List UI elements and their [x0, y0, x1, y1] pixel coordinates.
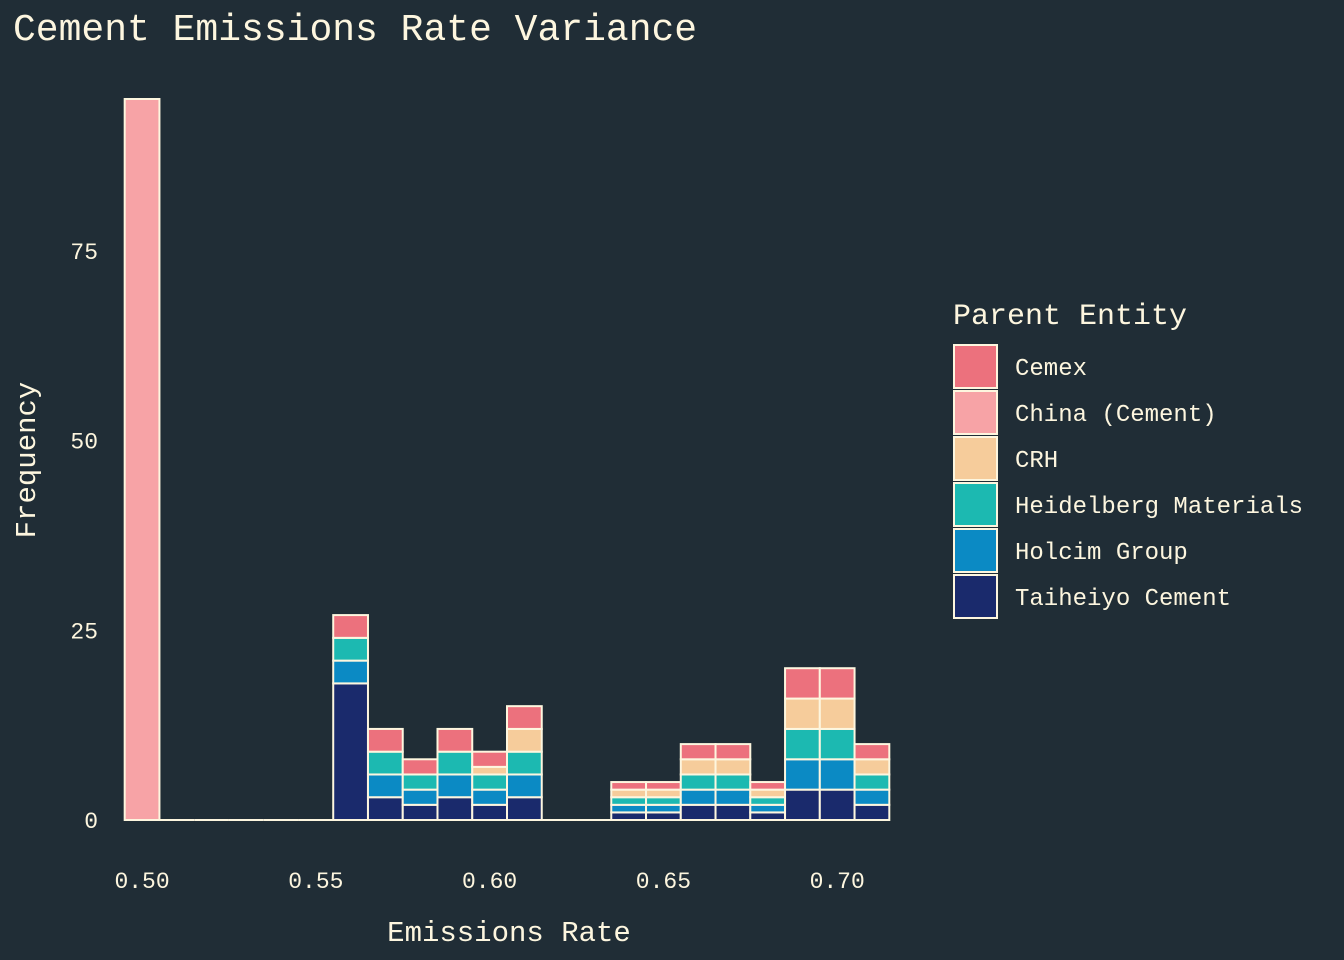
bar-segment-holcim-group [506, 773, 543, 799]
bar-segment-crh [506, 727, 543, 753]
bar-segment-heidelberg-materials [714, 773, 752, 791]
bar-segment-crh [853, 758, 891, 776]
bar-segment-crh [679, 758, 717, 776]
bar-segment-holcim-group [610, 803, 648, 814]
bar-segment-taiheiyo-cement [471, 803, 508, 821]
bar-segment-china-cement [123, 98, 161, 821]
bar-segment-taiheiyo-cement [332, 682, 369, 821]
y-axis-title: Frequency [11, 382, 44, 539]
legend-label-cemex: Cemex [1015, 356, 1087, 383]
bar-segment-taiheiyo-cement [749, 811, 787, 821]
bar-segment-crh [645, 788, 682, 799]
bar-segment-cemex [853, 743, 891, 761]
legend-label-holcim-group: Holcim Group [1015, 540, 1188, 567]
bar-segment-cemex [506, 705, 543, 730]
bar-segment-cemex [332, 614, 369, 639]
bar-segment-taiheiyo-cement [436, 796, 474, 821]
bar-segment-cemex [818, 667, 856, 700]
bar-segment-taiheiyo-cement [784, 788, 821, 821]
bar-segment-heidelberg-materials [645, 796, 682, 806]
x-tick-label: 0.65 [636, 869, 691, 895]
bar-segment-heidelberg-materials [749, 796, 787, 806]
y-tick-label: 0 [84, 809, 98, 835]
bar-segment-holcim-group [853, 788, 891, 806]
bar-segment-cemex [645, 781, 682, 791]
bar-segment-crh [818, 697, 856, 730]
bar-segment-heidelberg-materials [679, 773, 717, 791]
bar-segment-heidelberg-materials [506, 750, 543, 776]
bar-segment-holcim-group [784, 758, 821, 791]
bar-segment-cemex [784, 667, 821, 700]
y-tick-label: 25 [70, 619, 98, 645]
bar-segment-taiheiyo-cement [679, 803, 717, 821]
legend-label-crh: CRH [1015, 448, 1058, 475]
bar-segment-heidelberg-materials [784, 727, 821, 761]
legend-swatch-taiheiyo-cement [953, 574, 998, 619]
bar-segment-cemex [366, 727, 404, 753]
bar-segment-holcim-group [818, 758, 856, 791]
bar-segment-holcim-group [366, 773, 404, 799]
bar-segment-heidelberg-materials [401, 773, 439, 791]
legend-label-heidelberg-materials: Heidelberg Materials [1015, 494, 1303, 521]
legend-swatch-heidelberg-materials [953, 482, 998, 527]
bar-segment-taiheiyo-cement [401, 803, 439, 821]
bar-segment-taiheiyo-cement [610, 811, 648, 821]
bar-segment-heidelberg-materials [853, 773, 891, 791]
legend-swatch-crh [953, 436, 998, 481]
x-tick-label: 0.55 [288, 869, 343, 895]
bar-segment-taiheiyo-cement [645, 811, 682, 821]
x-tick-label: 0.50 [114, 869, 169, 895]
bar-segment-holcim-group [332, 659, 369, 685]
legend-swatch-china-cement [953, 390, 998, 435]
y-tick-label: 75 [70, 240, 98, 266]
bar-segment-taiheiyo-cement [714, 803, 752, 821]
legend: Parent Entity Cemex China (Cement) CRH Heid… [953, 300, 1303, 619]
bar-segment-holcim-group [401, 788, 439, 806]
x-axis-title: Emissions Rate [387, 917, 631, 950]
bar-segment-holcim-group [436, 773, 474, 799]
legend-title: Parent Entity [953, 300, 1187, 334]
bar-segment-crh [610, 788, 648, 799]
bar-segment-crh [471, 765, 508, 776]
legend-swatch-holcim-group [953, 528, 998, 573]
bar-segment-taiheiyo-cement [366, 796, 404, 821]
bar-segment-cemex [436, 727, 474, 753]
bar-segment-cemex [610, 781, 648, 791]
x-tick-label: 0.60 [462, 869, 517, 895]
bar-segment-cemex [471, 750, 508, 768]
bar-segment-cemex [401, 758, 439, 776]
y-tick-label: 50 [70, 430, 98, 456]
bar-segment-crh [784, 697, 821, 730]
bar-segment-taiheiyo-cement [506, 796, 543, 821]
bar-segment-holcim-group [714, 788, 752, 806]
bar-segment-heidelberg-materials [366, 750, 404, 776]
bar-segment-heidelberg-materials [436, 750, 474, 776]
y-axis-ticks: 0 25 50 75 [70, 240, 98, 835]
x-axis-ticks: 0.50 0.55 0.60 0.65 0.70 [114, 869, 864, 895]
chart-title: Cement Emissions Rate Variance [13, 9, 697, 52]
bar-segment-crh [749, 788, 787, 799]
legend-label-china-cement: China (Cement) [1015, 402, 1217, 429]
bar-segment-taiheiyo-cement [818, 788, 856, 821]
bar-segment-taiheiyo-cement [853, 803, 891, 821]
bar-segment-cemex [714, 743, 752, 761]
bar-segment-heidelberg-materials [471, 773, 508, 791]
bars-layer [123, 98, 891, 821]
legend-swatch-cemex [953, 344, 998, 389]
bar-segment-holcim-group [749, 803, 787, 814]
bar-segment-holcim-group [679, 788, 717, 806]
bar-segment-crh [714, 758, 752, 776]
bar-segment-cemex [749, 781, 787, 791]
bar-segment-heidelberg-materials [818, 727, 856, 761]
bar-segment-holcim-group [645, 803, 682, 814]
bar-segment-holcim-group [471, 788, 508, 806]
legend-label-taiheiyo-cement: Taiheiyo Cement [1015, 586, 1231, 613]
x-tick-label: 0.70 [810, 869, 865, 895]
bar-segment-cemex [679, 743, 717, 761]
bar-segment-heidelberg-materials [332, 636, 369, 662]
bar-segment-heidelberg-materials [610, 796, 648, 806]
